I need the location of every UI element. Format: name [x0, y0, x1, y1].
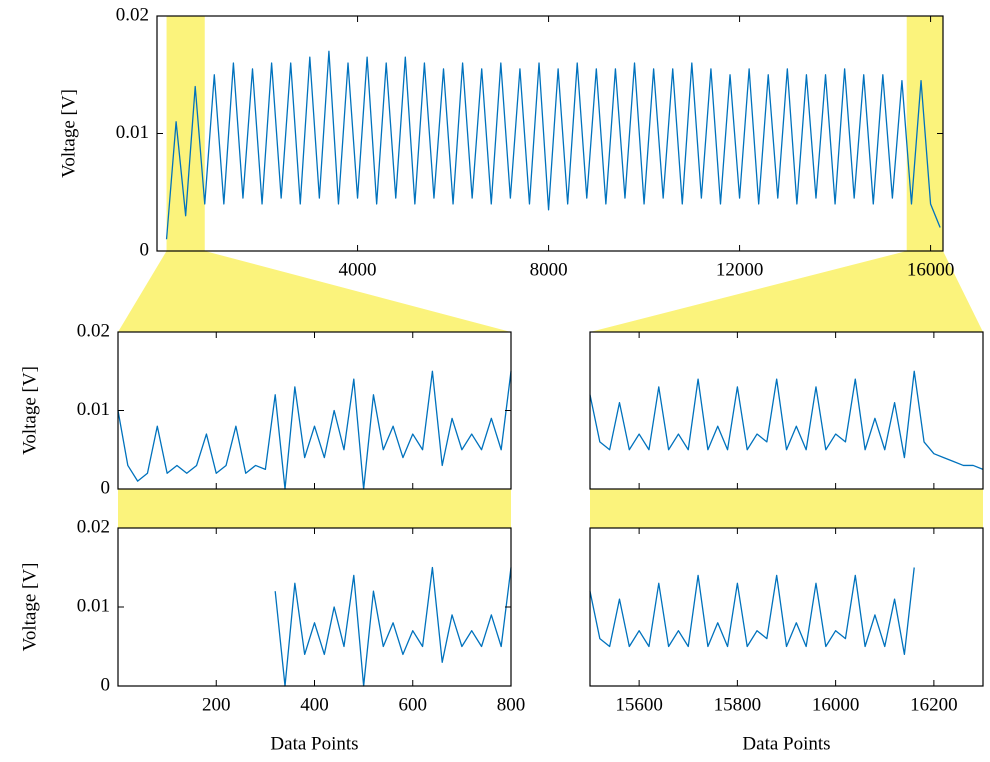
x-tick-label: 16200	[910, 694, 958, 715]
panel: 0 0.01 0.02 Voltage [V]	[19, 320, 512, 498]
x-tick-label: 600	[399, 694, 428, 715]
zoom-band	[590, 489, 983, 528]
x-tick-label: 16000	[812, 694, 860, 715]
y-tick-label: 0.02	[116, 4, 149, 25]
y-tick-label: 0.02	[77, 320, 110, 341]
panel	[589, 331, 984, 490]
x-tick-label: 400	[300, 694, 329, 715]
y-tick-label: 0.01	[77, 399, 110, 420]
x-tick-label: 12000	[716, 259, 764, 280]
x-tick-label: 15800	[714, 694, 762, 715]
x-axis-label: Data Points	[742, 733, 830, 754]
data-line	[589, 567, 915, 656]
panel: 4000 8000 12000 16000 0 0.01 0.02 Voltage [V]	[58, 4, 954, 280]
zoom-band	[118, 489, 511, 528]
x-tick-label: 200	[202, 694, 231, 715]
x-axis-label: Data Points	[270, 733, 358, 754]
x-tick-label: 800	[497, 694, 526, 715]
y-tick-label: 0.01	[77, 595, 110, 616]
axes-frame	[589, 527, 984, 687]
axes-frame	[589, 331, 984, 490]
axes-frame	[117, 527, 512, 687]
highlights	[118, 16, 983, 528]
y-tick-label: 0.02	[77, 516, 110, 537]
data-line	[165, 50, 941, 240]
zoom-connector	[118, 251, 511, 332]
data-line	[117, 370, 512, 490]
y-tick-label: 0	[101, 674, 111, 695]
y-tick-label: 0.01	[116, 122, 149, 143]
x-tick-label: 8000	[530, 259, 568, 280]
y-axis-label: Voltage [V]	[19, 563, 40, 652]
data-line	[274, 566, 512, 687]
y-axis-label: Voltage [V]	[19, 366, 40, 455]
panel: 200 400 600 800 0 0.01 0.02 Voltage [V] Data Poi…	[19, 516, 525, 754]
y-axis-label: Voltage [V]	[58, 89, 79, 178]
data-line	[589, 370, 984, 470]
x-tick-label: 4000	[339, 259, 377, 280]
zoom-connector	[590, 251, 983, 332]
y-tick-label: 0	[140, 239, 150, 260]
panel: 15600 15800 16000 16200 Data Points	[589, 527, 984, 754]
x-tick-label: 16000	[907, 259, 955, 280]
axes-frame	[156, 15, 944, 252]
x-tick-label: 15600	[615, 694, 663, 715]
y-tick-label: 0	[101, 477, 111, 498]
